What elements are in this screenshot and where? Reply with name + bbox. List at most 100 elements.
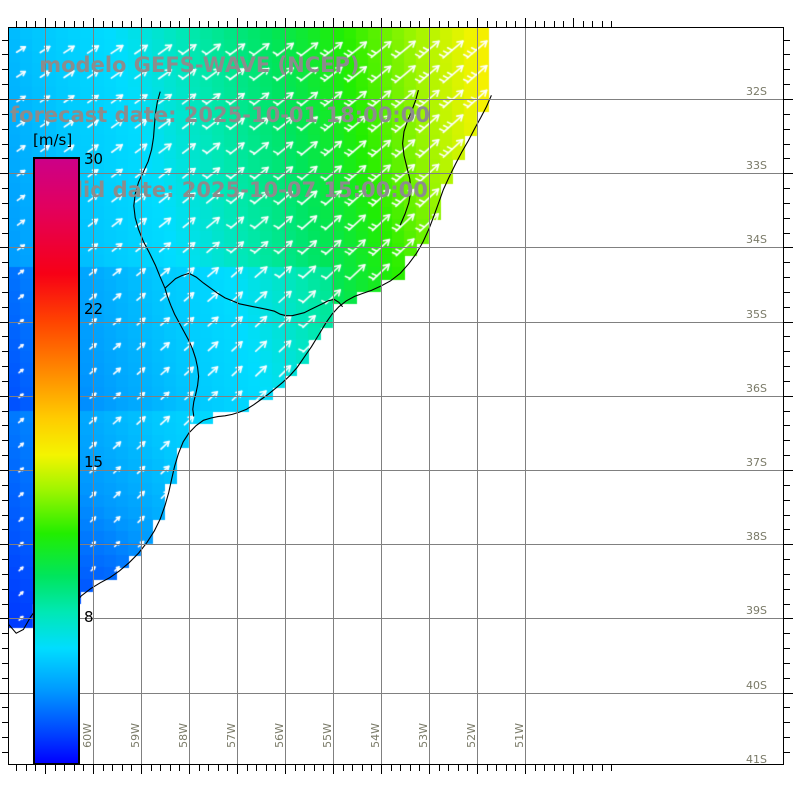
gridline-horizontal [8, 99, 784, 100]
axis-tick [218, 765, 219, 771]
axis-tick [583, 765, 584, 771]
colorbar-tick-label: 30 [84, 150, 104, 168]
axis-tick [391, 21, 392, 27]
axis-tick [784, 336, 790, 337]
axis-tick [45, 18, 46, 27]
axis-tick [218, 21, 219, 27]
axis-tick [0, 470, 8, 471]
gridline-horizontal [8, 470, 784, 471]
axis-tick [112, 765, 113, 771]
axis-tick [784, 693, 793, 694]
axis-ticks-top [8, 18, 784, 27]
axis-tick [304, 21, 305, 27]
axis-tick [2, 485, 8, 486]
axis-tick [410, 765, 411, 771]
axis-tick [429, 765, 430, 774]
axis-tick [439, 765, 440, 771]
axis-tick [784, 84, 790, 85]
axis-tick [2, 262, 8, 263]
axis-tick [343, 21, 344, 27]
axis-tick [74, 21, 75, 27]
axis-tick [544, 21, 545, 27]
axis-tick [784, 54, 790, 55]
axis-tick [535, 765, 536, 771]
axis-tick [256, 765, 257, 771]
axis-tick [496, 21, 497, 27]
axis-tick [199, 21, 200, 27]
axis-tick [227, 21, 228, 27]
axis-tick [611, 21, 612, 27]
axis-tick [55, 765, 56, 771]
gridline-horizontal [8, 396, 784, 397]
axis-tick [0, 618, 8, 619]
axis-tick [487, 765, 488, 771]
axis-tick [784, 40, 790, 41]
axis-tick [189, 765, 190, 774]
axis-tick [611, 765, 612, 771]
axis-tick [304, 765, 305, 771]
longitude-label: 57W [225, 723, 238, 748]
axis-tick [2, 54, 8, 55]
longitude-label: 58W [177, 723, 190, 748]
axis-tick [784, 99, 793, 100]
axis-tick [784, 351, 790, 352]
latitude-label: 36S [746, 381, 767, 395]
axis-tick [784, 218, 790, 219]
axis-tick [179, 21, 180, 27]
latitude-label: 37S [746, 456, 767, 469]
axis-tick [784, 485, 790, 486]
latitude-label: 32S [746, 85, 767, 98]
axis-tick [64, 765, 65, 771]
longitude-label: 54W [369, 723, 382, 748]
axis-tick [2, 604, 8, 605]
axis-tick [35, 21, 36, 27]
axis-ticks-left [0, 27, 8, 765]
axis-tick [784, 722, 790, 723]
axis-tick [784, 411, 790, 412]
axis-tick [2, 69, 8, 70]
axis-tick [515, 765, 516, 771]
axis-tick [2, 158, 8, 159]
axis-tick [2, 292, 8, 293]
axis-tick [26, 765, 27, 771]
axis-tick [592, 765, 593, 771]
axis-tick [784, 604, 790, 605]
axis-tick [2, 515, 8, 516]
axis-tick [784, 203, 790, 204]
axis-tick [784, 129, 790, 130]
colorbar[interactable] [33, 157, 80, 765]
axis-tick [448, 765, 449, 771]
axis-tick [784, 69, 790, 70]
axis-tick [2, 381, 8, 382]
colorbar-unit-label: [m/s] [33, 131, 73, 149]
axis-tick [333, 18, 334, 27]
axis-tick [0, 247, 8, 248]
axis-tick [784, 529, 790, 530]
longitude-label: 52W [465, 723, 478, 748]
axis-tick [295, 21, 296, 27]
axis-tick [784, 618, 793, 619]
axis-ticks-bottom [8, 765, 784, 774]
axis-tick [266, 765, 267, 771]
axis-tick [2, 84, 8, 85]
axis-tick [381, 765, 382, 774]
axis-tick [458, 765, 459, 771]
axis-tick [784, 322, 793, 323]
axis-tick [419, 765, 420, 771]
axis-tick [2, 722, 8, 723]
axis-tick [2, 129, 8, 130]
axis-tick [2, 366, 8, 367]
map-plot-area[interactable] [8, 27, 784, 765]
axis-tick [0, 544, 8, 545]
axis-tick [151, 21, 152, 27]
axis-tick [506, 21, 507, 27]
axis-tick [496, 765, 497, 771]
axis-tick [93, 18, 94, 27]
axis-tick [2, 218, 8, 219]
axis-tick [275, 21, 276, 27]
longitude-label: 53W [417, 723, 430, 748]
axis-tick [2, 40, 8, 41]
axis-tick [64, 21, 65, 27]
axis-tick [247, 21, 248, 27]
